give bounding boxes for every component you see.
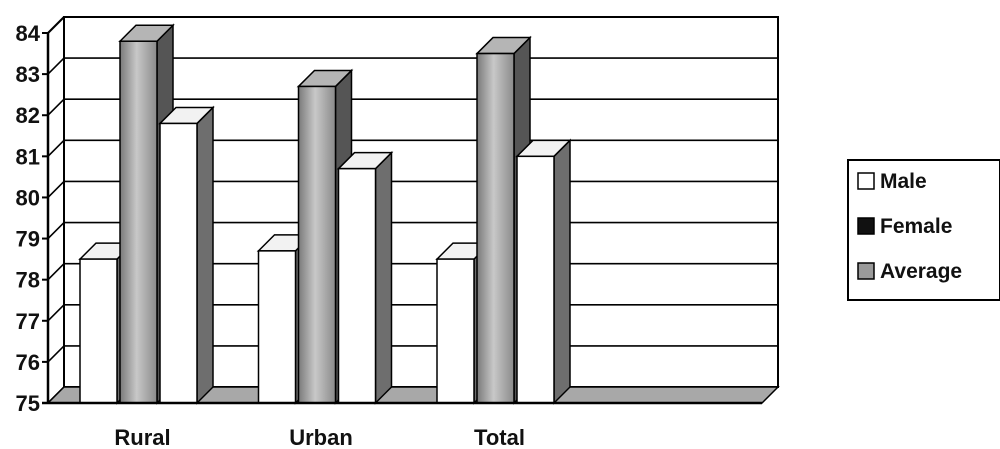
legend-swatch-average: [857, 262, 875, 280]
bars: [78, 23, 572, 405]
gridline-side: [47, 345, 65, 363]
y-tick-label: 78: [16, 268, 40, 293]
y-tick-label: 81: [16, 144, 40, 169]
bar-front-face: [159, 122, 198, 404]
x-tick-label-total: Total: [474, 425, 525, 449]
gridline-side: [47, 180, 65, 199]
gridline-side: [47, 221, 65, 240]
y-tick-label: 79: [16, 227, 40, 252]
bar-front-face: [516, 155, 555, 404]
legend-label-average: Average: [880, 260, 962, 283]
bar-front-face: [119, 40, 158, 404]
y-tick-label: 80: [16, 185, 40, 210]
bar-urban-average: [336, 150, 394, 405]
x-tick-label-urban: Urban: [289, 425, 353, 449]
bar-front-face: [297, 85, 337, 404]
bar-rural-average: [158, 105, 215, 405]
bar-front-face: [476, 52, 515, 404]
legend: Male Female Average: [847, 159, 1000, 301]
bar-front-face: [436, 258, 475, 404]
y-tick-label: 83: [16, 62, 40, 87]
y-tick-label: 76: [16, 350, 40, 375]
bar-total-average: [515, 138, 572, 405]
y-tick-label: 82: [16, 103, 40, 128]
gridline-side: [47, 263, 65, 281]
bar-front-face: [79, 258, 118, 404]
axes: 75 76 77 78 79 80 81 82 83 84 Rural Urban Total: [16, 21, 762, 449]
legend-label-male: Male: [880, 170, 927, 193]
gridline-side: [47, 98, 65, 116]
bar-side-face: [196, 105, 214, 405]
gridline-side: [47, 57, 65, 75]
bar-side-face: [553, 138, 571, 405]
y-tick-label: 75: [16, 391, 40, 416]
y-tick-label: 77: [16, 309, 40, 334]
gridline-side: [47, 139, 65, 157]
y-tick-label: 84: [16, 21, 41, 46]
legend-label-female: Female: [880, 215, 952, 238]
gridline-side: [47, 304, 65, 322]
bar-side-face: [374, 150, 393, 405]
bar-front-face: [337, 167, 377, 404]
legend-swatch-female: [857, 217, 875, 235]
x-tick-label-rural: Rural: [114, 425, 170, 449]
bar-front-face: [257, 250, 297, 404]
legend-swatch-male: [857, 172, 875, 190]
gridline-side: [47, 16, 65, 34]
